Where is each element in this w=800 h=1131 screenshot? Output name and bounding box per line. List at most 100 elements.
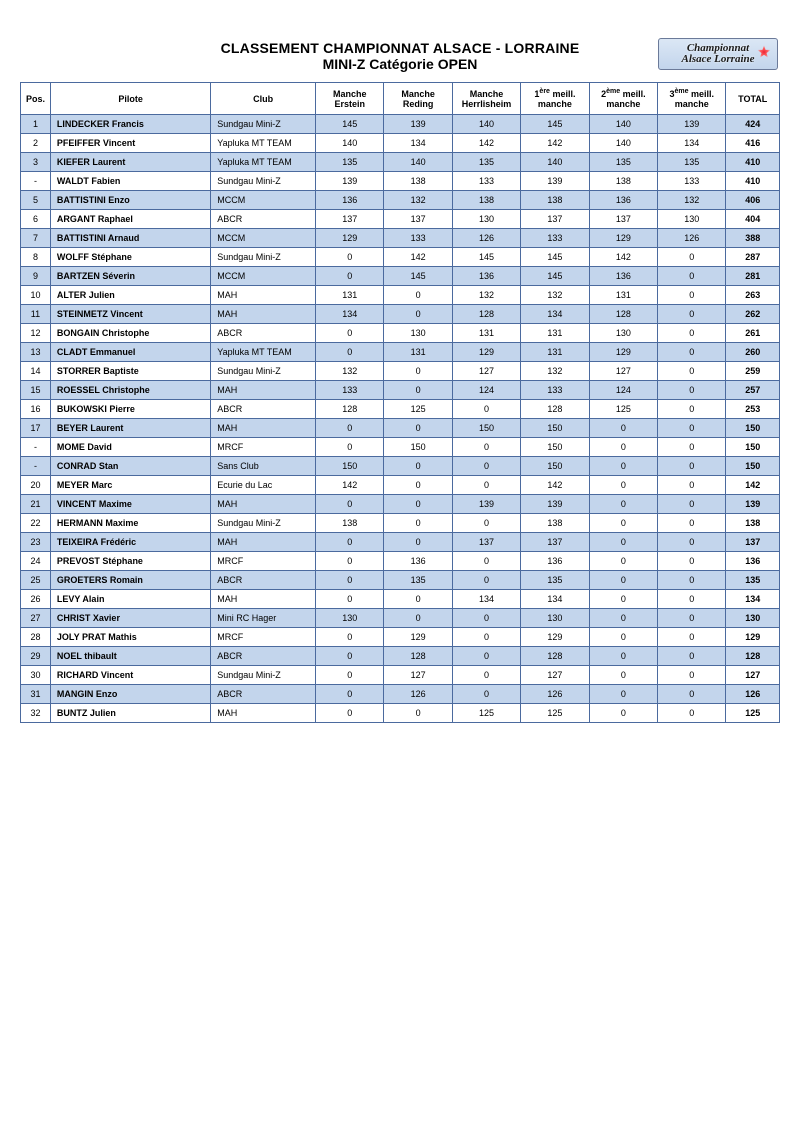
cell-meil3: 0	[658, 704, 726, 723]
cell-m_reding: 132	[384, 191, 452, 210]
cell-m_herrlisheim: 0	[452, 571, 520, 590]
cell-club: ABCR	[211, 210, 316, 229]
cell-meil1: 145	[521, 267, 589, 286]
cell-m_herrlisheim: 0	[452, 514, 520, 533]
cell-pos: 3	[21, 153, 51, 172]
cell-m_erstein: 131	[316, 286, 384, 305]
cell-m_herrlisheim: 0	[452, 685, 520, 704]
cell-meil3: 0	[658, 609, 726, 628]
cell-total: 130	[726, 609, 780, 628]
cell-pos: 16	[21, 400, 51, 419]
cell-meil3: 130	[658, 210, 726, 229]
cell-m_erstein: 145	[316, 115, 384, 134]
cell-m_erstein: 140	[316, 134, 384, 153]
col-header-m_erstein: MancheErstein	[316, 83, 384, 115]
cell-meil3: 0	[658, 248, 726, 267]
table-row: 31MANGIN EnzoABCR0126012600126	[21, 685, 780, 704]
cell-meil1: 137	[521, 533, 589, 552]
cell-pos: 15	[21, 381, 51, 400]
cell-meil1: 131	[521, 324, 589, 343]
cell-meil2: 136	[589, 267, 657, 286]
cell-total: 287	[726, 248, 780, 267]
cell-total: 150	[726, 419, 780, 438]
col-header-meil2: 2ème meill.manche	[589, 83, 657, 115]
cell-m_erstein: 0	[316, 590, 384, 609]
cell-meil2: 0	[589, 685, 657, 704]
cell-pilote: ALTER Julien	[50, 286, 210, 305]
cell-m_herrlisheim: 126	[452, 229, 520, 248]
table-row: 21VINCENT MaximeMAH0013913900139	[21, 495, 780, 514]
cell-m_herrlisheim: 129	[452, 343, 520, 362]
cell-m_reding: 127	[384, 666, 452, 685]
cell-meil2: 129	[589, 343, 657, 362]
cell-total: 410	[726, 172, 780, 191]
cell-total: 137	[726, 533, 780, 552]
cell-pos: 13	[21, 343, 51, 362]
cell-m_herrlisheim: 0	[452, 400, 520, 419]
cell-meil2: 129	[589, 229, 657, 248]
table-row: 29NOEL thibaultABCR0128012800128	[21, 647, 780, 666]
cell-m_erstein: 0	[316, 704, 384, 723]
cell-m_erstein: 0	[316, 571, 384, 590]
cell-club: MRCF	[211, 628, 316, 647]
cell-m_herrlisheim: 0	[452, 609, 520, 628]
cell-m_reding: 0	[384, 590, 452, 609]
cell-m_herrlisheim: 133	[452, 172, 520, 191]
table-row: 8WOLFF StéphaneSundgau Mini-Z01421451451…	[21, 248, 780, 267]
cell-club: Sundgau Mini-Z	[211, 248, 316, 267]
cell-meil3: 0	[658, 400, 726, 419]
table-row: 23TEIXEIRA FrédéricMAH0013713700137	[21, 533, 780, 552]
cell-m_herrlisheim: 125	[452, 704, 520, 723]
cell-total: 136	[726, 552, 780, 571]
cell-meil3: 139	[658, 115, 726, 134]
cell-pilote: BEYER Laurent	[50, 419, 210, 438]
cell-total: 261	[726, 324, 780, 343]
cell-meil2: 128	[589, 305, 657, 324]
cell-m_herrlisheim: 0	[452, 552, 520, 571]
cell-m_erstein: 0	[316, 267, 384, 286]
col-header-pilote: Pilote	[50, 83, 210, 115]
cell-m_erstein: 129	[316, 229, 384, 248]
cell-pilote: HERMANN Maxime	[50, 514, 210, 533]
cell-meil1: 139	[521, 172, 589, 191]
cell-meil2: 137	[589, 210, 657, 229]
cell-pilote: CLADT Emmanuel	[50, 343, 210, 362]
cell-meil3: 0	[658, 362, 726, 381]
cell-m_herrlisheim: 145	[452, 248, 520, 267]
cell-m_erstein: 0	[316, 685, 384, 704]
table-row: 24PREVOST StéphaneMRCF0136013600136	[21, 552, 780, 571]
table-row: 30RICHARD VincentSundgau Mini-Z012701270…	[21, 666, 780, 685]
table-row: 28JOLY PRAT MathisMRCF0129012900129	[21, 628, 780, 647]
cell-meil2: 0	[589, 457, 657, 476]
cell-m_reding: 130	[384, 324, 452, 343]
cell-meil3: 126	[658, 229, 726, 248]
table-row: 10ALTER JulienMAH13101321321310263	[21, 286, 780, 305]
cell-pilote: CONRAD Stan	[50, 457, 210, 476]
logo-line2: Alsace Lorraine	[681, 54, 754, 65]
cell-m_erstein: 136	[316, 191, 384, 210]
table-row: 1LINDECKER FrancisSundgau Mini-Z14513914…	[21, 115, 780, 134]
table-row: 3KIEFER LaurentYapluka MT TEAM1351401351…	[21, 153, 780, 172]
cell-m_herrlisheim: 140	[452, 115, 520, 134]
cell-pos: 17	[21, 419, 51, 438]
cell-m_herrlisheim: 0	[452, 628, 520, 647]
cell-m_erstein: 0	[316, 647, 384, 666]
cell-m_reding: 133	[384, 229, 452, 248]
cell-pilote: PREVOST Stéphane	[50, 552, 210, 571]
cell-club: MAH	[211, 305, 316, 324]
cell-m_reding: 0	[384, 362, 452, 381]
col-header-meil1: 1ère meill.manche	[521, 83, 589, 115]
cell-total: 126	[726, 685, 780, 704]
cell-m_herrlisheim: 0	[452, 438, 520, 457]
cell-m_reding: 139	[384, 115, 452, 134]
cell-club: Ecurie du Lac	[211, 476, 316, 495]
cell-club: MAH	[211, 381, 316, 400]
cell-club: MAH	[211, 495, 316, 514]
cell-total: 260	[726, 343, 780, 362]
cell-m_erstein: 132	[316, 362, 384, 381]
cell-pilote: BATTISTINI Enzo	[50, 191, 210, 210]
cell-club: Yapluka MT TEAM	[211, 343, 316, 362]
cell-total: 416	[726, 134, 780, 153]
cell-m_erstein: 137	[316, 210, 384, 229]
cell-meil3: 0	[658, 685, 726, 704]
